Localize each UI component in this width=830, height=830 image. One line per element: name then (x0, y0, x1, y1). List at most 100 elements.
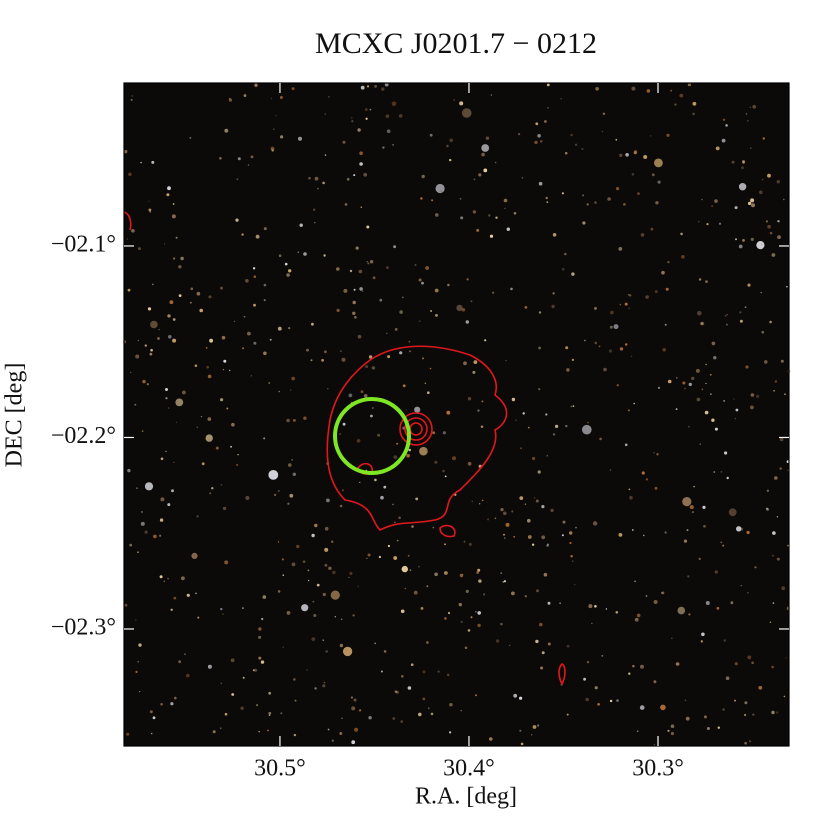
star (172, 318, 176, 321)
star (212, 730, 216, 734)
y-tick-label: −02.1° (51, 231, 116, 257)
star (172, 203, 175, 205)
star (680, 232, 683, 236)
star (414, 264, 417, 266)
star (307, 579, 310, 582)
star (224, 560, 229, 565)
star (126, 238, 129, 240)
star (169, 300, 174, 305)
star (224, 712, 228, 716)
star (746, 530, 750, 535)
star (344, 203, 348, 206)
star (701, 632, 705, 637)
star (555, 424, 559, 428)
star (655, 201, 659, 205)
star (131, 229, 135, 233)
star (173, 596, 177, 600)
star (196, 515, 199, 518)
star (664, 531, 667, 534)
star (538, 346, 541, 350)
star (627, 294, 630, 296)
star (771, 665, 774, 669)
star (223, 359, 227, 363)
star (536, 589, 539, 593)
star (144, 344, 147, 347)
star (734, 662, 738, 666)
star (399, 351, 403, 355)
star (311, 637, 316, 641)
star (303, 416, 307, 420)
star (771, 253, 776, 257)
star (342, 422, 346, 426)
star (616, 187, 620, 191)
star (301, 604, 309, 612)
star (447, 283, 450, 287)
star (711, 341, 716, 346)
star (128, 172, 132, 176)
star (409, 350, 411, 353)
star (629, 495, 633, 500)
star (785, 657, 787, 659)
star (495, 639, 500, 643)
star (594, 201, 597, 204)
star (628, 307, 630, 309)
star (461, 108, 472, 118)
star (339, 643, 344, 648)
star (175, 236, 178, 239)
star (341, 489, 344, 492)
y-tick-label: −02.2° (51, 423, 116, 449)
star (581, 147, 584, 151)
star (422, 670, 426, 674)
star (364, 108, 368, 111)
star (422, 357, 424, 360)
star (760, 243, 763, 246)
star (534, 140, 538, 145)
star (175, 421, 177, 423)
star (447, 611, 451, 615)
star (535, 499, 539, 503)
star (479, 503, 481, 505)
star (645, 295, 649, 299)
star (229, 97, 231, 100)
star (750, 405, 754, 410)
star (714, 199, 718, 203)
star (233, 320, 236, 323)
star (170, 702, 174, 706)
star (360, 85, 365, 90)
x-tick-label: 30.4° (443, 756, 495, 782)
star (254, 83, 258, 87)
star (241, 233, 244, 236)
star (681, 254, 685, 259)
star (511, 591, 515, 596)
star (387, 355, 391, 359)
star (511, 510, 514, 513)
star (365, 117, 368, 120)
star (268, 691, 272, 695)
sky-image (124, 83, 789, 746)
star (736, 526, 742, 532)
star (331, 540, 334, 543)
star (196, 291, 201, 296)
star (430, 712, 434, 716)
star (366, 225, 370, 229)
star (430, 310, 432, 312)
star (541, 535, 546, 540)
star (293, 733, 297, 737)
star (292, 472, 296, 476)
star (721, 138, 726, 143)
star (360, 206, 363, 208)
star (518, 133, 521, 136)
star (409, 569, 412, 572)
star (756, 394, 760, 398)
star (180, 256, 184, 261)
star (208, 295, 212, 299)
star (492, 291, 495, 294)
star (615, 138, 618, 141)
star (314, 523, 318, 528)
star (158, 328, 160, 331)
star (339, 732, 343, 735)
star (396, 539, 399, 542)
chart-title: MCXC J0201.7 − 0212 (315, 27, 597, 60)
star (477, 568, 481, 572)
star (302, 560, 306, 563)
